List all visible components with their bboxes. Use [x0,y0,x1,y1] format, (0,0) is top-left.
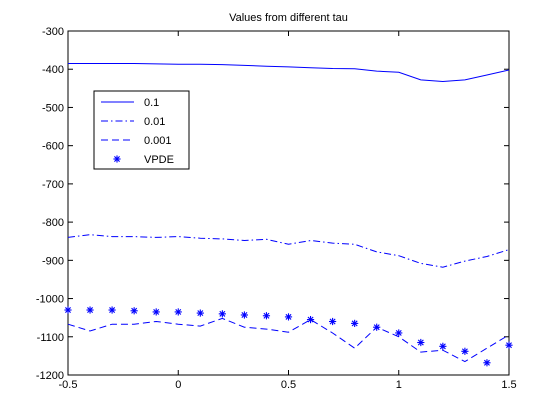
star-stroke [219,310,226,317]
series-0-01-line [67,234,510,268]
star-stroke [439,343,446,350]
x-tick-label: 1 [396,379,402,391]
series-vpde-point [395,329,403,337]
series-vpde-point [262,312,271,320]
x-tick-label: -0.5 [59,379,78,391]
y-tick-label: -800 [42,217,64,229]
x-tick-label: 0.5 [281,379,296,391]
legend-label: 0.1 [144,97,159,109]
series-vpde-point [240,311,248,319]
legend-label: VPDE [144,154,174,166]
star-stroke [506,342,512,349]
x-tick-label: 1.5 [501,379,516,391]
series-vpde-point [461,347,469,355]
star-stroke [114,156,120,162]
series-vpde-point [284,313,293,321]
series-vpde-point [373,323,381,331]
chart-title: Values from different tau [229,12,348,24]
series-vpde-point [483,359,491,367]
series-0-001-line [67,317,510,363]
y-tick-label: -700 [42,179,64,191]
series-0-1-line [68,63,510,83]
star-stroke [263,312,270,319]
star-stroke [417,339,424,346]
star-stroke [329,318,336,325]
series-vpde-point [108,306,116,314]
y-tick-label: -300 [42,26,64,38]
y-tick-label: -1100 [37,332,64,344]
legend: 0.1 0.01 0.001 VPDE [93,90,190,170]
legend-label: 0.01 [144,116,165,128]
star-stroke [483,359,490,366]
series-vpde-point [218,310,226,318]
series-vpde-point [417,338,425,347]
star-stroke [351,320,358,327]
y-tick-label: -1200 [36,370,64,382]
series-vpde-point [505,341,513,349]
y-tick-label: -600 [42,141,64,153]
x-tick-label: 0 [175,379,181,391]
star-stroke [131,307,138,314]
star-stroke [285,313,292,320]
series-vpde-point [329,317,337,326]
series-vpde-point [306,315,315,324]
series-vpde-point [130,307,138,315]
series-vpde-point [64,306,72,314]
star-stroke [307,316,314,323]
legend-box [93,90,190,170]
star-stroke [109,307,116,314]
series-vpde-point [351,319,359,327]
legend-sample-vpde [113,155,121,163]
y-tick-label: -400 [42,64,64,76]
plot-area: -0.5 0 0.5 1 1.5 -300 -400 -500 -600 -700 -800 -900… [36,26,517,391]
star-stroke [197,310,204,317]
star-stroke [175,308,182,315]
legend-label: 0.001 [144,135,172,147]
series-vpde-point [174,308,182,316]
series-vpde-point [439,342,447,350]
y-tick-label: -500 [42,102,64,114]
star-stroke [153,308,160,315]
star-stroke [395,329,402,336]
star-stroke [373,324,380,331]
series-vpde-point [86,306,94,314]
star-stroke [461,348,468,355]
star-stroke [65,307,71,314]
y-tick-label: -900 [42,255,64,267]
series-vpde-point [152,308,160,316]
star-stroke [241,312,248,318]
star-stroke [87,307,94,314]
series-vpde-point [196,309,204,317]
y-tick-label: -1000 [36,294,64,306]
